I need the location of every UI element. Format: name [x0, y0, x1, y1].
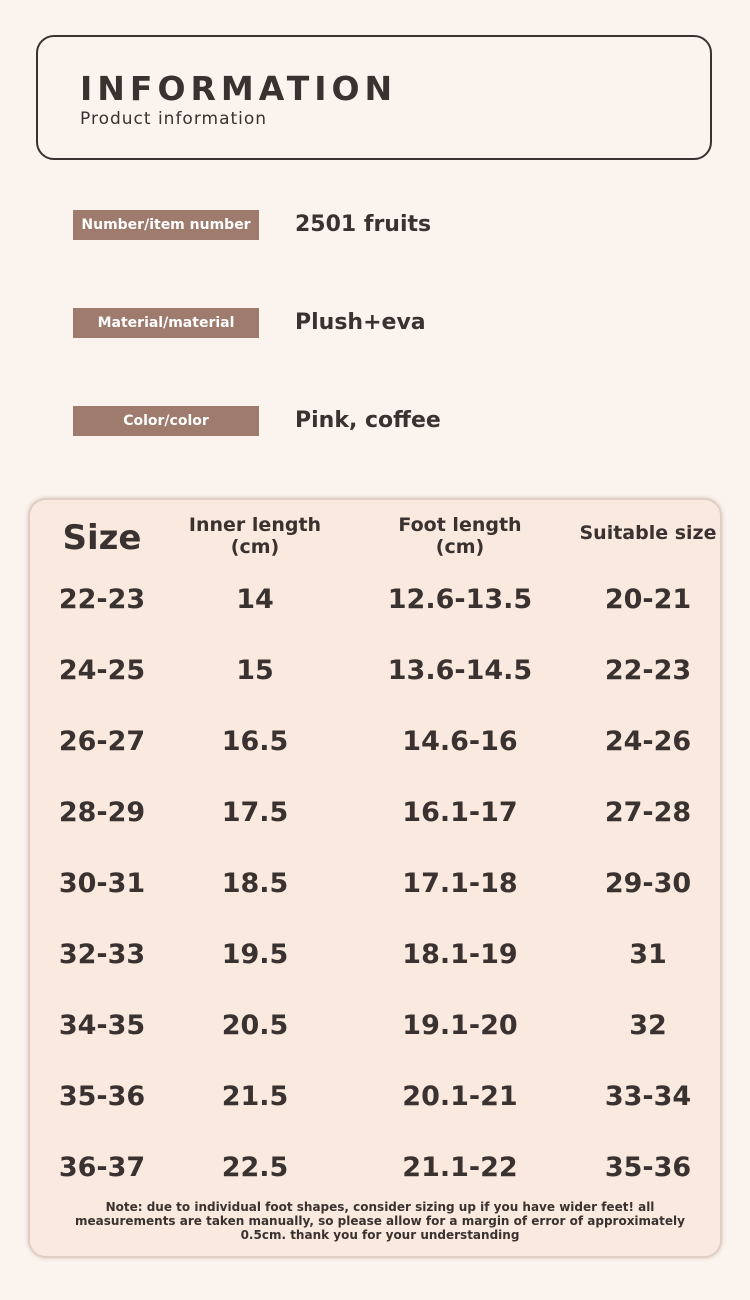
table-cell: 15: [236, 655, 274, 686]
table-cell: 24-25: [58, 655, 146, 686]
note: Note: due to individual foot shapes, con…: [75, 1200, 685, 1242]
table-cell: 31: [629, 939, 667, 970]
header: INFORMATION Product information: [36, 35, 712, 160]
table-cell: 26-27: [58, 726, 146, 757]
table-cell: 19.1-20: [402, 1010, 518, 1041]
info-label: Color/color: [73, 406, 259, 436]
info-label: Number/item number: [73, 210, 259, 240]
header-cell: Size: [62, 518, 142, 558]
table-cell: 21.5: [221, 1081, 289, 1112]
table-cell: 17.5: [221, 797, 289, 828]
info-value: Pink, coffee: [295, 408, 441, 433]
table-cell: 22.5: [221, 1152, 289, 1183]
info-row: Color/color Pink, coffee: [73, 406, 733, 436]
table-cell: 21.1-22: [402, 1152, 518, 1183]
table-cell: 14: [236, 584, 274, 615]
table-cell: 33-34: [604, 1081, 692, 1112]
table-cell: 32-33: [58, 939, 146, 970]
table-cell: 20-21: [604, 584, 692, 615]
table-cell: 29-30: [604, 868, 692, 899]
info-value: 2501 fruits: [295, 212, 432, 237]
table-cell: 27-28: [604, 797, 692, 828]
table-cell: 36-37: [58, 1152, 146, 1183]
table-cell: 18.5: [221, 868, 289, 899]
title: INFORMATION: [80, 69, 398, 108]
table-cell: 18.1-19: [402, 939, 518, 970]
table-cell: 34-35: [58, 1010, 146, 1041]
table-cell: 30-31: [58, 868, 146, 899]
info-row: Material/material Plush+eva: [73, 308, 733, 338]
table-cell: 16.5: [221, 726, 289, 757]
header-cell: Foot length (cm): [398, 514, 522, 558]
table-cell: 12.6-13.5: [387, 584, 533, 615]
table-cell: 17.1-18: [402, 868, 518, 899]
table-cell: 20.1-21: [402, 1081, 518, 1112]
subtitle: Product information: [80, 109, 268, 129]
table-cell: 22-23: [604, 655, 692, 686]
table-cell: 20.5: [221, 1010, 289, 1041]
table-cell: 24-26: [604, 726, 692, 757]
table-cell: 13.6-14.5: [387, 655, 533, 686]
size-table: Note: due to individual foot shapes, con…: [28, 498, 722, 1258]
table-cell: 14.6-16: [402, 726, 518, 757]
table-cell: 19.5: [221, 939, 289, 970]
table-cell: 32: [629, 1010, 667, 1041]
info-label: Material/material: [73, 308, 259, 338]
table-cell: 35-36: [604, 1152, 692, 1183]
table-cell: 35-36: [58, 1081, 146, 1112]
table-cell: 22-23: [58, 584, 146, 615]
info-value: Plush+eva: [295, 310, 426, 335]
header-cell: Inner length (cm): [188, 514, 322, 558]
table-cell: 16.1-17: [402, 797, 518, 828]
table-cell: 28-29: [58, 797, 146, 828]
info-row: Number/item number 2501 fruits: [73, 210, 733, 240]
header-cell: Suitable size: [579, 522, 717, 544]
